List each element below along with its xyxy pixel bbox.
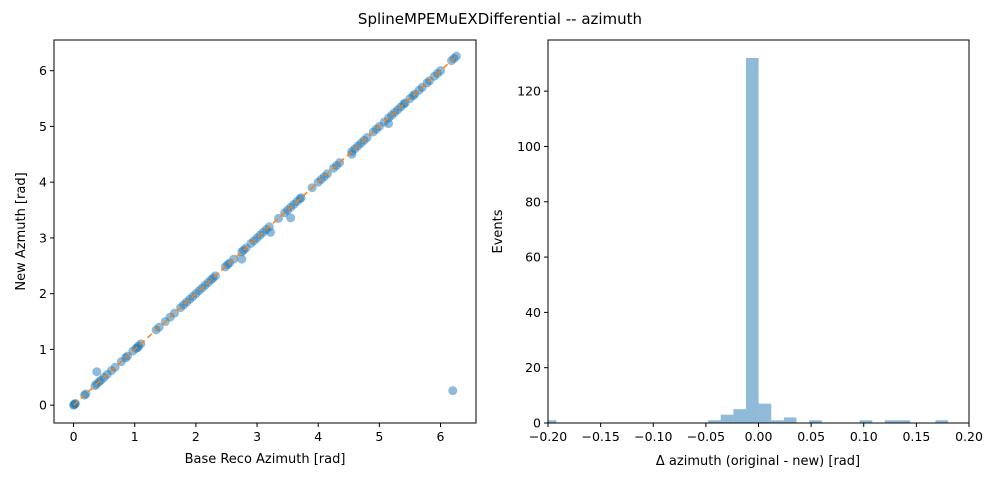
scatter-point bbox=[92, 367, 102, 377]
scatter-y-tick-label: 2 bbox=[39, 286, 47, 301]
histogram-x-tick-label: 0.20 bbox=[955, 429, 983, 444]
scatter-x-tick-label: 0 bbox=[70, 429, 78, 444]
scatter-x-axis-label: Base Reco Azimuth [rad] bbox=[185, 452, 346, 467]
histogram-y-tick-label: 0 bbox=[533, 416, 541, 431]
histogram-bar bbox=[809, 420, 822, 423]
scatter-axes-frame bbox=[53, 39, 477, 424]
histogram-y-tick-label: 120 bbox=[517, 84, 541, 99]
scatter-y-axis-label: New Azmuth [rad] bbox=[14, 172, 29, 290]
scatter-panel: 0 1 2 3 4 5 6 0 1 2 3 4 5 6 Base Reco Azimuth [rad] N… bbox=[14, 39, 477, 467]
histogram-x-tick-label: 0.15 bbox=[902, 429, 930, 444]
figure-title: SplineMPEMuEXDifferential -- azimuth bbox=[358, 10, 642, 28]
histogram-x-axis-label: Δ azimuth (original - new) [rad] bbox=[656, 454, 860, 469]
scatter-x-tick-label: 3 bbox=[253, 429, 261, 444]
histogram-x-tick-label: 0.10 bbox=[850, 429, 878, 444]
scatter-y-tick-label: 4 bbox=[39, 175, 47, 190]
histogram-x-tick-label: −0.10 bbox=[634, 429, 672, 444]
scatter-ticks: 0 1 2 3 4 5 6 0 1 2 3 4 5 6 bbox=[39, 63, 445, 444]
scatter-y-tick-label: 0 bbox=[39, 398, 47, 413]
histogram-y-tick-label: 80 bbox=[525, 194, 541, 209]
histogram-y-tick-label: 40 bbox=[525, 305, 541, 320]
histogram-bar bbox=[733, 409, 746, 423]
scatter-point bbox=[286, 213, 296, 223]
histogram-x-tick-label: −0.05 bbox=[687, 429, 725, 444]
scatter-point bbox=[133, 343, 143, 353]
histogram-y-tick-label: 60 bbox=[525, 250, 541, 265]
scatter-x-tick-label: 2 bbox=[192, 429, 200, 444]
scatter-y-tick-label: 3 bbox=[39, 230, 47, 245]
scatter-y-tick-label: 6 bbox=[39, 63, 47, 78]
histogram-bar bbox=[758, 403, 772, 423]
histogram-bar bbox=[935, 420, 949, 423]
histogram-panel: −0.20 −0.15 −0.10 −0.05 0.00 0.05 0.10 0.15 0.20… bbox=[491, 39, 983, 469]
histogram-x-tick-label: −0.20 bbox=[529, 429, 567, 444]
scatter-x-tick-label: 6 bbox=[437, 429, 445, 444]
scatter-point bbox=[448, 386, 458, 396]
scatter-x-tick-label: 5 bbox=[375, 429, 383, 444]
histogram-axes-frame bbox=[547, 39, 970, 424]
histogram-bar bbox=[708, 420, 721, 423]
histogram-bars bbox=[548, 57, 949, 423]
scatter-point bbox=[266, 227, 275, 237]
scatter-marks bbox=[69, 51, 461, 410]
histogram-bar bbox=[720, 414, 734, 423]
histogram-y-tick-label: 100 bbox=[517, 139, 541, 154]
scatter-point bbox=[237, 254, 247, 264]
histogram-bar bbox=[745, 57, 759, 423]
histogram-x-tick-label: 0.00 bbox=[745, 429, 773, 444]
histogram-bar bbox=[884, 420, 898, 423]
scatter-x-tick-label: 1 bbox=[131, 429, 139, 444]
histogram-y-tick-label: 20 bbox=[525, 360, 541, 375]
scatter-point bbox=[347, 149, 357, 159]
histogram-bar bbox=[859, 420, 873, 423]
histogram-y-axis-label: Events bbox=[491, 209, 506, 253]
scatter-x-tick-label: 4 bbox=[314, 429, 322, 444]
histogram-bar bbox=[771, 420, 784, 423]
histogram-bar bbox=[897, 420, 911, 423]
histogram-bar bbox=[548, 420, 557, 423]
histogram-x-tick-label: −0.15 bbox=[581, 429, 619, 444]
histogram-bar bbox=[783, 417, 797, 423]
scatter-y-tick-label: 5 bbox=[39, 119, 47, 134]
scatter-y-tick-label: 1 bbox=[39, 342, 47, 357]
identity-reference-line bbox=[73, 54, 459, 406]
histogram-x-tick-label: 0.05 bbox=[797, 429, 825, 444]
scatter-point bbox=[384, 119, 394, 129]
histogram-ticks: −0.20 −0.15 −0.10 −0.05 0.00 0.05 0.10 0.15 0.20… bbox=[517, 84, 983, 444]
